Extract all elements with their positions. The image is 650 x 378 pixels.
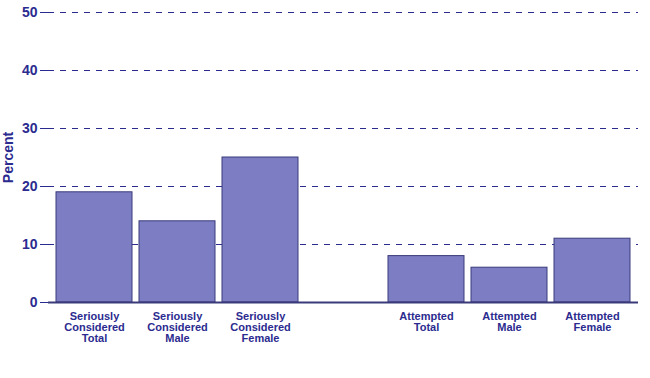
svg-text:AttemptedFemale: AttemptedFemale [565,310,619,333]
svg-text:Percent: Percent [0,131,16,183]
svg-text:SeriouslyConsideredTotal: SeriouslyConsideredTotal [64,310,125,344]
svg-text:AttemptedTotal: AttemptedTotal [399,310,453,333]
svg-text:20: 20 [22,178,38,194]
svg-text:SeriouslyConsideredMale: SeriouslyConsideredMale [147,310,208,344]
svg-text:40: 40 [22,62,38,78]
svg-text:AttemptedMale: AttemptedMale [482,310,536,333]
svg-text:30: 30 [22,120,38,136]
svg-text:0: 0 [30,294,38,310]
svg-text:10: 10 [22,236,38,252]
svg-text:50: 50 [22,4,38,20]
svg-text:SeriouslyConsideredFemale: SeriouslyConsideredFemale [230,310,291,344]
